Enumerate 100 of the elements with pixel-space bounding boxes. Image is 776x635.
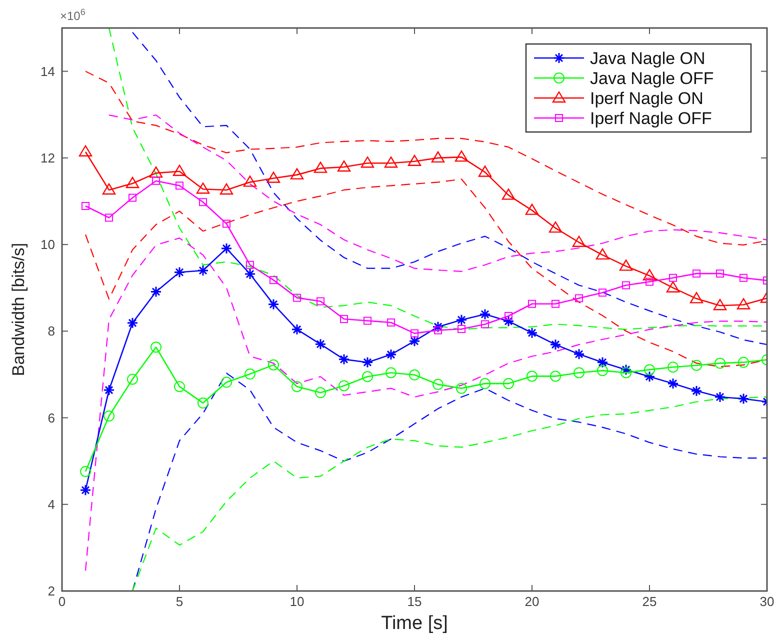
line-series <box>84 237 767 572</box>
point <box>596 248 610 260</box>
point <box>714 358 726 369</box>
point <box>434 326 442 334</box>
point <box>82 202 90 210</box>
x-tick-label: 20 <box>524 594 540 609</box>
point <box>128 194 136 202</box>
point <box>409 369 420 380</box>
point <box>716 270 724 278</box>
point <box>692 270 700 278</box>
point <box>127 374 138 385</box>
point <box>266 172 280 183</box>
point <box>740 274 748 282</box>
point <box>314 162 328 173</box>
point <box>176 182 184 190</box>
point <box>481 320 489 328</box>
point <box>102 183 116 195</box>
point <box>575 294 583 302</box>
point <box>598 288 606 297</box>
point <box>642 269 656 280</box>
point <box>221 376 232 388</box>
point <box>432 378 444 390</box>
point <box>644 364 655 376</box>
y-tick-label: 14 <box>40 64 55 79</box>
point <box>504 312 512 320</box>
point <box>196 182 210 194</box>
point <box>315 387 326 398</box>
point <box>152 176 160 185</box>
point <box>149 166 163 178</box>
x-tick-label: 25 <box>642 594 657 609</box>
point <box>316 297 324 306</box>
point <box>478 166 492 177</box>
point <box>572 236 586 247</box>
point <box>150 342 162 353</box>
point <box>290 168 304 180</box>
point <box>220 183 234 195</box>
point <box>270 276 278 284</box>
point <box>431 151 445 163</box>
point <box>292 381 302 392</box>
point <box>646 278 654 286</box>
point <box>337 160 351 172</box>
x-axis-title: Time [s] <box>381 613 448 634</box>
point <box>198 398 208 409</box>
y-axis-title: Bandwidth [bits/s] <box>9 242 28 376</box>
point <box>502 188 516 200</box>
point <box>552 300 560 308</box>
point <box>456 382 467 394</box>
point <box>243 176 257 187</box>
point <box>548 221 562 233</box>
point <box>293 294 301 302</box>
legend-label: Iperf Nagle OFF <box>590 109 712 128</box>
point <box>410 329 418 338</box>
point <box>669 274 677 282</box>
point <box>268 359 279 370</box>
x-tick-label: 30 <box>760 594 774 609</box>
point <box>526 370 538 382</box>
point <box>503 378 514 390</box>
point <box>244 368 256 380</box>
point <box>386 367 396 378</box>
point <box>78 145 92 156</box>
point <box>480 378 490 390</box>
point <box>172 164 186 176</box>
y-tick-label: 10 <box>40 237 55 252</box>
point <box>525 204 539 215</box>
point <box>622 281 630 290</box>
point <box>340 315 348 324</box>
y-tick-label: 12 <box>40 150 55 166</box>
x-tick-label: 5 <box>176 594 184 609</box>
point <box>668 362 678 373</box>
point <box>458 324 466 333</box>
point <box>690 292 704 304</box>
legend-label: Iperf Nagle ON <box>590 89 704 108</box>
y-tick-label: 4 <box>48 496 55 512</box>
y-tick-label: 6 <box>48 410 55 426</box>
text: ×10$^{6}$ <box>60 7 86 23</box>
point <box>713 299 727 310</box>
point <box>246 260 254 269</box>
point <box>454 150 468 162</box>
point <box>126 176 140 188</box>
legend-label: Java Nagle OFF <box>590 69 714 88</box>
point <box>362 371 373 382</box>
point <box>384 156 398 168</box>
point <box>619 260 633 271</box>
x-tick-label: 0 <box>58 594 66 609</box>
point <box>738 356 749 368</box>
y-tick-label: 2 <box>48 584 55 598</box>
point <box>338 380 350 392</box>
point <box>574 367 584 378</box>
point <box>364 316 372 325</box>
point <box>104 410 114 422</box>
point <box>550 370 561 382</box>
legend-label: Java Nagle ON <box>590 49 706 68</box>
point <box>199 198 207 206</box>
y-tick-label: 8 <box>48 324 55 339</box>
point <box>528 300 536 308</box>
point <box>80 466 91 477</box>
x-tick-label: 10 <box>290 594 304 609</box>
point <box>387 318 395 326</box>
point <box>691 360 702 371</box>
point <box>736 298 750 310</box>
